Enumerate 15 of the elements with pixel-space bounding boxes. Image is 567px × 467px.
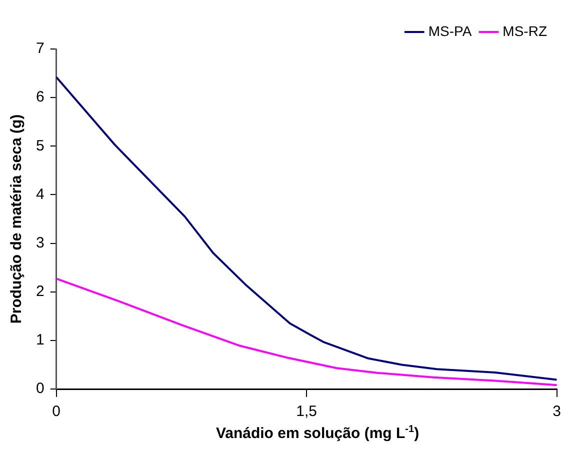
y-tick-label: 4	[36, 186, 44, 203]
y-tick-label: 5	[36, 137, 44, 154]
x-tick-label: 0	[52, 403, 61, 420]
x-tick-label: 1,5	[296, 403, 318, 420]
y-tick-label: 2	[36, 283, 44, 300]
x-axis-title: Vanádio em solução (mg L$^{-1}$)	[214, 424, 420, 442]
y-axis-title: Produção de matéria seca (g)	[8, 114, 26, 324]
y-tick-label: 6	[36, 88, 44, 106]
y-tick-label: 7	[36, 40, 44, 58]
legend-label: MS-PA	[428, 22, 472, 39]
legend-label: MS-RZ	[502, 22, 548, 39]
y-tick-label: 0	[36, 380, 44, 398]
y-tick-label: 3	[36, 234, 44, 252]
x-tick-label: 3	[552, 403, 561, 420]
y-tick-label: 1	[36, 332, 44, 349]
